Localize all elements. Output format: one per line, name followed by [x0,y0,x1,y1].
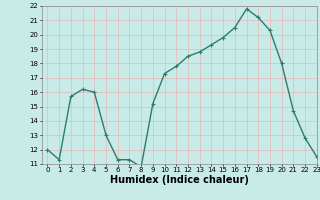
X-axis label: Humidex (Indice chaleur): Humidex (Indice chaleur) [110,175,249,185]
